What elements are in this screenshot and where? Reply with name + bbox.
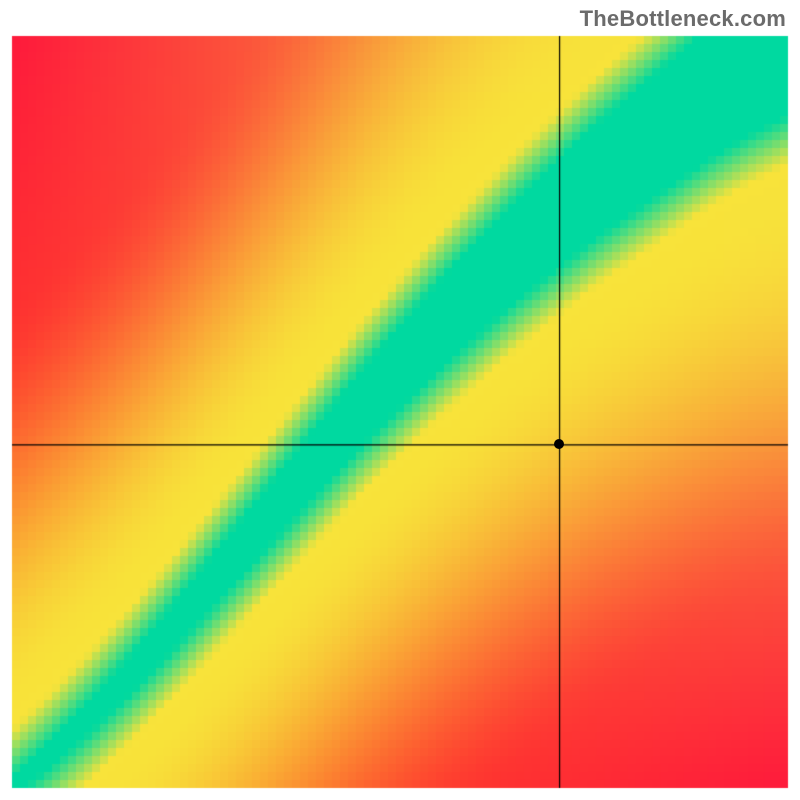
crosshair-marker [554, 439, 564, 449]
chart-container: TheBottleneck.com [0, 0, 800, 800]
watermark-text: TheBottleneck.com [580, 6, 786, 32]
bottleneck-heatmap [0, 0, 800, 800]
